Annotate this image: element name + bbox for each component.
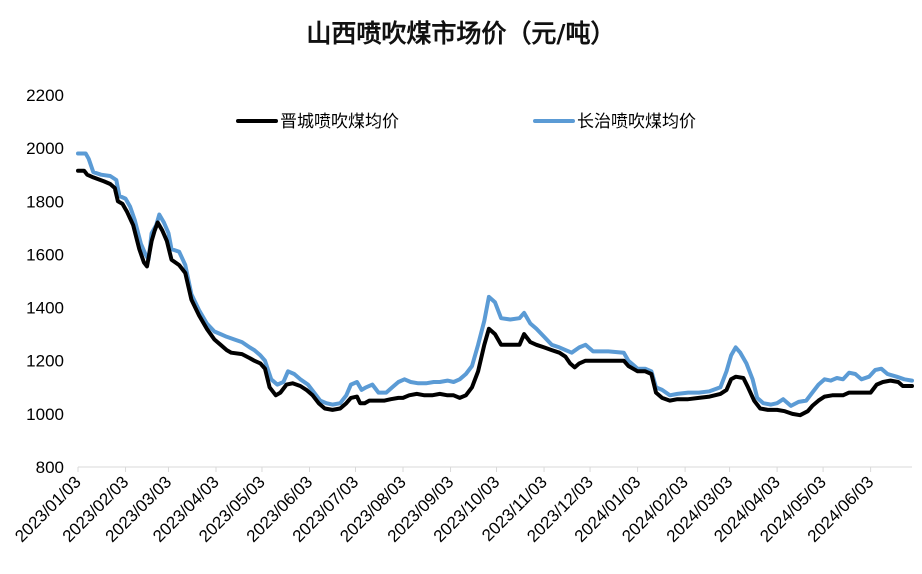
series-line xyxy=(76,151,914,408)
series-line xyxy=(76,168,914,418)
y-tick-label: 1200 xyxy=(26,352,64,371)
chart-title: 山西喷吹煤市场价（元/吨） xyxy=(306,19,616,48)
y-tick-label: 2200 xyxy=(26,86,64,105)
legend-label: 长治喷吹煤均价 xyxy=(577,112,696,132)
legend-label: 晋城喷吹煤均价 xyxy=(280,112,399,132)
y-tick-label: 800 xyxy=(36,458,64,477)
y-tick-label: 1400 xyxy=(26,299,64,318)
y-tick-label: 1800 xyxy=(26,192,64,211)
y-tick-label: 2000 xyxy=(26,139,64,158)
y-tick-label: 1000 xyxy=(26,405,64,424)
y-tick-label: 1600 xyxy=(26,245,64,264)
